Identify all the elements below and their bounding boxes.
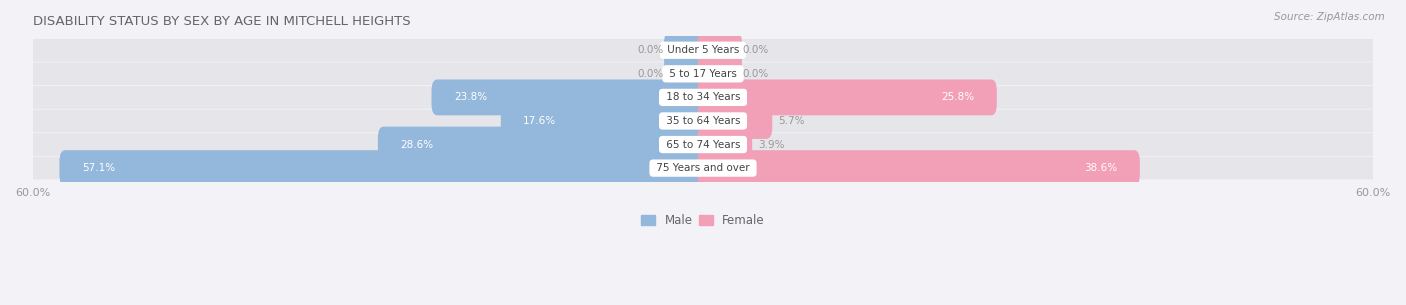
FancyBboxPatch shape xyxy=(697,150,1140,186)
Text: Under 5 Years: Under 5 Years xyxy=(664,45,742,55)
Text: 3.9%: 3.9% xyxy=(758,140,785,149)
FancyBboxPatch shape xyxy=(697,103,772,139)
Text: DISABILITY STATUS BY SEX BY AGE IN MITCHELL HEIGHTS: DISABILITY STATUS BY SEX BY AGE IN MITCH… xyxy=(32,15,411,28)
FancyBboxPatch shape xyxy=(697,32,742,68)
Text: 35 to 64 Years: 35 to 64 Years xyxy=(662,116,744,126)
Text: 0.0%: 0.0% xyxy=(638,69,664,79)
FancyBboxPatch shape xyxy=(10,86,1396,109)
Text: 0.0%: 0.0% xyxy=(742,45,768,55)
Text: 38.6%: 38.6% xyxy=(1084,163,1118,173)
FancyBboxPatch shape xyxy=(378,127,709,163)
Text: 18 to 34 Years: 18 to 34 Years xyxy=(662,92,744,102)
FancyBboxPatch shape xyxy=(697,80,997,115)
Text: Source: ZipAtlas.com: Source: ZipAtlas.com xyxy=(1274,12,1385,22)
Text: 0.0%: 0.0% xyxy=(638,45,664,55)
Text: 65 to 74 Years: 65 to 74 Years xyxy=(662,140,744,149)
FancyBboxPatch shape xyxy=(10,110,1396,132)
FancyBboxPatch shape xyxy=(664,56,709,92)
Text: 0.0%: 0.0% xyxy=(742,69,768,79)
FancyBboxPatch shape xyxy=(697,56,742,92)
Text: 75 Years and over: 75 Years and over xyxy=(652,163,754,173)
Text: 5 to 17 Years: 5 to 17 Years xyxy=(666,69,740,79)
FancyBboxPatch shape xyxy=(10,157,1396,179)
FancyBboxPatch shape xyxy=(10,63,1396,85)
FancyBboxPatch shape xyxy=(432,80,709,115)
Text: 23.8%: 23.8% xyxy=(454,92,486,102)
FancyBboxPatch shape xyxy=(501,103,709,139)
FancyBboxPatch shape xyxy=(10,133,1396,156)
FancyBboxPatch shape xyxy=(664,32,709,68)
Legend: Male, Female: Male, Female xyxy=(637,210,769,232)
Text: 28.6%: 28.6% xyxy=(401,140,433,149)
FancyBboxPatch shape xyxy=(59,150,709,186)
FancyBboxPatch shape xyxy=(697,127,752,163)
Text: 17.6%: 17.6% xyxy=(523,116,557,126)
Text: 57.1%: 57.1% xyxy=(82,163,115,173)
FancyBboxPatch shape xyxy=(10,39,1396,62)
Text: 25.8%: 25.8% xyxy=(942,92,974,102)
Text: 5.7%: 5.7% xyxy=(778,116,804,126)
